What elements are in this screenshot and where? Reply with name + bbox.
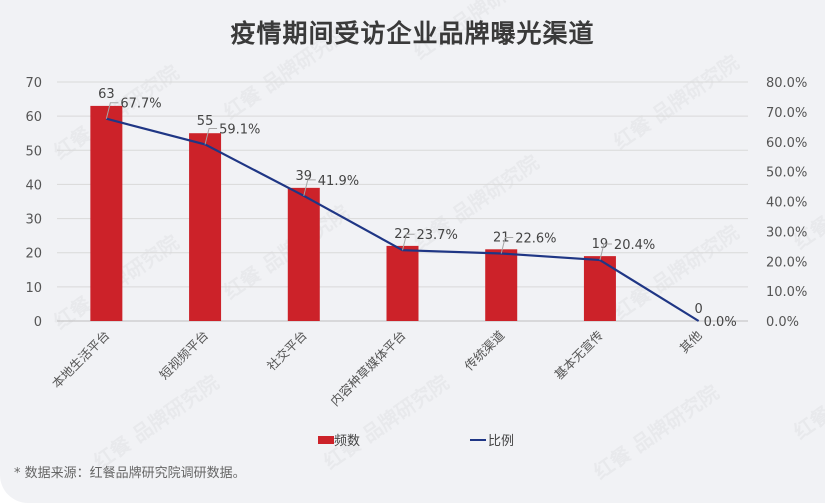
- bar: [386, 245, 419, 321]
- bar-value-label: 21: [493, 230, 510, 245]
- category-label: 本地生活平台: [49, 328, 113, 392]
- right-axis-tick: 50.0%: [766, 166, 807, 181]
- leader-line: [105, 102, 119, 119]
- watermark-text: 红餐 品牌研究院: [409, 0, 543, 64]
- right-axis-tick: 30.0%: [766, 225, 807, 240]
- bar: [485, 249, 518, 321]
- watermark-text: 红餐 品牌研究院: [589, 380, 723, 484]
- bar: [287, 187, 320, 321]
- left-axis-tick: 60: [25, 110, 42, 125]
- left-axis-tick: 20: [25, 247, 42, 262]
- watermark-text: 红餐 品牌研究院: [789, 340, 825, 444]
- bar-value-label: 19: [592, 237, 609, 252]
- left-axis-tick: 50: [25, 144, 42, 159]
- leader-line: [303, 179, 316, 196]
- ratio-value-label: 67.7%: [120, 97, 161, 112]
- category-label: 传统渠道: [461, 327, 507, 373]
- ratio-value-label: 41.9%: [318, 174, 359, 189]
- leader-line: [500, 236, 514, 254]
- watermark-text: 红餐 品牌研究院: [89, 370, 223, 474]
- legend-label-ratio: 比例: [488, 434, 515, 449]
- bar-value-label: 22: [394, 227, 411, 242]
- watermark-text: 红餐 品牌研究院: [609, 50, 743, 154]
- leader-line: [402, 233, 415, 251]
- bar-value-label: 0: [695, 302, 703, 317]
- bar-value-label: 55: [197, 114, 214, 129]
- category-label: 内容种草媒体平台: [327, 328, 408, 409]
- right-axis-tick: 40.0%: [766, 196, 807, 211]
- watermark-text: 红餐 品牌研究院: [219, 200, 353, 304]
- legend-item-frequency: 频数: [318, 430, 360, 449]
- chart-title: 疫情期间受访企业品牌曝光渠道: [230, 19, 595, 48]
- ratio-value-label: 0.0%: [704, 315, 737, 330]
- bar-swatch-icon: [318, 435, 334, 444]
- legend-label-frequency: 频数: [334, 434, 361, 449]
- ratio-value-label: 59.1%: [219, 122, 260, 137]
- right-axis-tick: 0.0%: [766, 315, 799, 330]
- left-axis-tick: 30: [25, 213, 42, 228]
- bar: [189, 133, 222, 321]
- left-axis-tick: 70: [25, 76, 42, 91]
- legend-item-ratio: 比例: [470, 430, 514, 449]
- left-axis-tick: 10: [25, 281, 42, 296]
- right-axis-tick: 80.0%: [766, 76, 807, 91]
- category-label: 社交平台: [264, 328, 310, 374]
- left-axis-tick: 0: [34, 315, 42, 330]
- watermark-text: 红餐 品牌研究院: [609, 220, 743, 324]
- left-axis-tick: 40: [25, 178, 42, 193]
- leader-line: [204, 127, 218, 145]
- bar: [90, 105, 123, 322]
- ratio-value-label: 22.6%: [515, 231, 556, 246]
- ratio-value-label: 20.4%: [614, 238, 655, 253]
- right-axis-tick: 20.0%: [766, 255, 807, 270]
- category-label: 其他: [676, 327, 705, 356]
- right-axis-tick: 10.0%: [766, 285, 807, 300]
- right-axis-tick: 60.0%: [766, 136, 807, 151]
- ratio-value-label: 23.7%: [417, 228, 458, 243]
- line-swatch-icon: [470, 438, 486, 441]
- watermark-text: 红餐 品牌研究院: [219, 20, 353, 124]
- right-axis-tick: 70.0%: [766, 106, 807, 121]
- category-label: 基本无宣传: [551, 328, 606, 383]
- bar-value-label: 63: [98, 87, 115, 102]
- leader-line: [599, 243, 612, 261]
- data-source-note: * 数据来源：红餐品牌研究院调研数据。: [14, 466, 246, 481]
- bar-value-label: 39: [296, 169, 313, 184]
